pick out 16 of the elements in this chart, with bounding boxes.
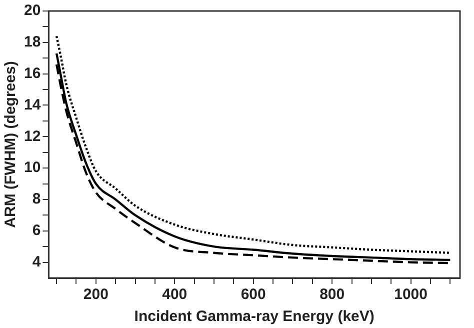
- y-tick-label: 12: [24, 128, 41, 145]
- x-tick-label: 200: [83, 286, 108, 304]
- y-axis-title: ARM (FWHM) (degrees): [2, 61, 20, 228]
- x-tick-label: 600: [240, 286, 266, 304]
- x-axis-title: Incident Gamma-ray Energy (keV): [134, 308, 374, 326]
- y-tick-label: 18: [24, 34, 41, 51]
- y-tick-label: 4: [32, 253, 42, 270]
- y-tick-label: 16: [24, 64, 41, 82]
- y-tick-label: 20: [24, 2, 41, 20]
- y-tick-label: 10: [24, 159, 41, 176]
- y-tick-label: 8: [32, 190, 41, 208]
- y-tick-label: 6: [32, 222, 41, 240]
- x-tick-label: 800: [320, 286, 345, 304]
- x-tick-label: 1000: [394, 286, 428, 304]
- x-tick-label: 400: [162, 286, 188, 304]
- y-tick-label: 14: [24, 96, 42, 114]
